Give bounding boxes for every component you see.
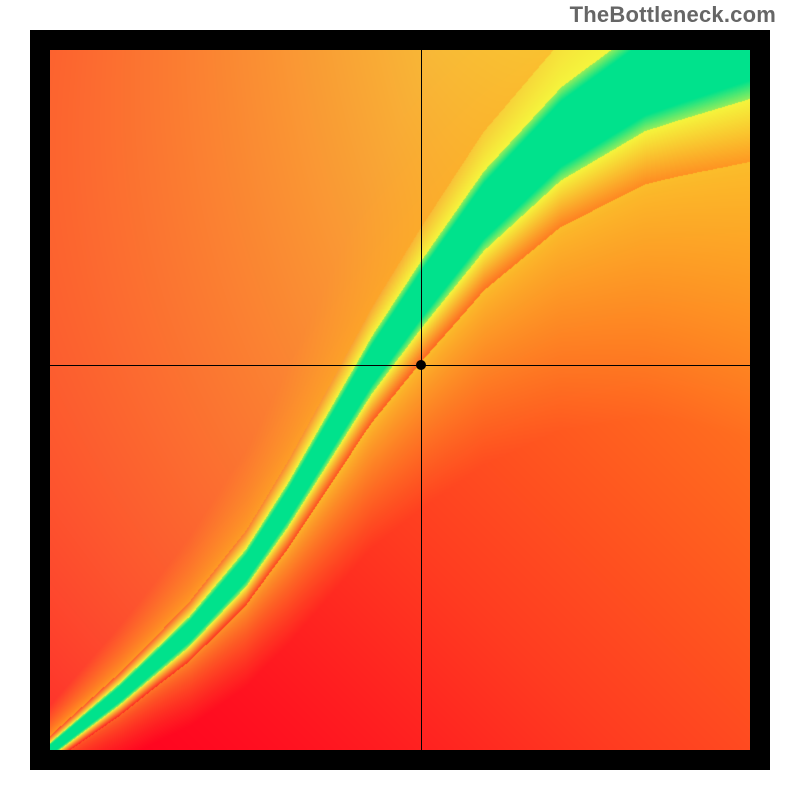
plot-area <box>50 50 750 750</box>
chart-frame <box>30 30 770 770</box>
heatmap-canvas <box>50 50 750 750</box>
watermark-text: TheBottleneck.com <box>570 2 776 28</box>
container: TheBottleneck.com <box>0 0 800 800</box>
marker-dot <box>416 360 426 370</box>
crosshair-vertical <box>421 50 422 750</box>
crosshair-horizontal <box>50 365 750 366</box>
